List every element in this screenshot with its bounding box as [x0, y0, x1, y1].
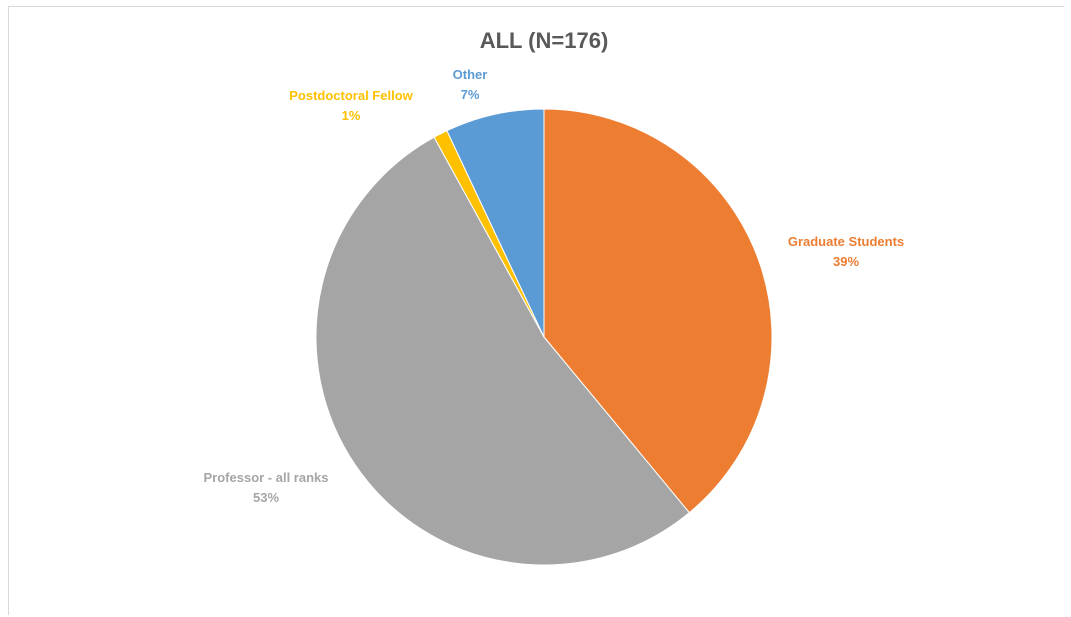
slice-label-value: 7%	[461, 87, 480, 102]
slice-label-name: Graduate Students	[788, 234, 904, 249]
slice-label-value: 39%	[833, 254, 859, 269]
pie-slice-other	[446, 108, 545, 338]
slice-label-name: Postdoctoral Fellow	[289, 88, 413, 103]
pie-slice-professor-all-ranks	[315, 136, 691, 566]
slice-labels: Graduate Students 39% Professor - all rank…	[204, 67, 905, 505]
slice-label: Graduate Students 39%	[788, 234, 904, 269]
chart-title: ALL (N=176)	[480, 28, 609, 53]
pie-slice-graduate-students	[543, 108, 773, 514]
slice-label: Postdoctoral Fellow 1%	[289, 88, 413, 123]
slice-label-value: 1%	[342, 108, 361, 123]
slice-label-value: 53%	[253, 490, 279, 505]
slice-label-name: Professor - all ranks	[204, 470, 329, 485]
pie-slices	[315, 108, 773, 566]
slice-label-name: Other	[453, 67, 488, 82]
slice-label: Professor - all ranks 53%	[204, 470, 329, 505]
slice-label: Other 7%	[453, 67, 488, 102]
